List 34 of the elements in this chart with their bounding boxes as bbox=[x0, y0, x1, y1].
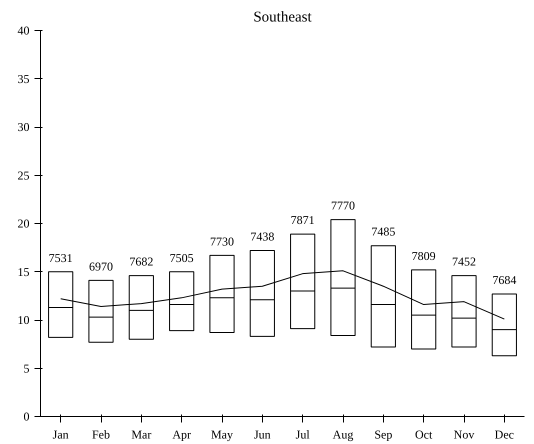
annotation: 7682 bbox=[129, 254, 154, 269]
y-tick-label: 15 bbox=[18, 264, 30, 279]
annotation: 7684 bbox=[492, 272, 516, 287]
x-tick-label: Aug bbox=[332, 428, 354, 442]
annotation: 7505 bbox=[170, 250, 194, 265]
annotation: 7770 bbox=[331, 198, 355, 213]
x-tick-label: Oct bbox=[415, 428, 433, 442]
x-tick-label: Jan bbox=[52, 428, 69, 442]
y-tick-label: 25 bbox=[18, 168, 30, 182]
y-tick-label: 5 bbox=[24, 361, 30, 376]
y-tick-label: 20 bbox=[18, 216, 30, 230]
x-tick-label: Dec bbox=[494, 428, 514, 442]
x-tick-label: Mar bbox=[131, 428, 152, 442]
annotation: 7485 bbox=[371, 224, 396, 239]
x-tick-label: Feb bbox=[92, 428, 110, 442]
y-tick-label: 0 bbox=[24, 410, 30, 424]
annotation: 6970 bbox=[89, 259, 113, 274]
y-tick-label: 40 bbox=[18, 24, 30, 38]
x-tick-label: Jun bbox=[254, 428, 271, 442]
annotation: 7730 bbox=[210, 234, 234, 248]
x-tick-label: Sep bbox=[374, 428, 392, 442]
y-tick-label: 35 bbox=[18, 72, 30, 86]
annotation: 7452 bbox=[452, 254, 476, 269]
x-tick-label: Apr bbox=[172, 428, 192, 442]
x-tick-label: Jul bbox=[296, 428, 310, 442]
y-tick-label: 30 bbox=[18, 120, 30, 134]
x-tick-label: Nov bbox=[454, 428, 474, 442]
x-tick-label: May bbox=[211, 428, 233, 442]
annotation: 7438 bbox=[250, 230, 274, 244]
chart-title: Southeast bbox=[253, 10, 312, 26]
annotation: 7809 bbox=[412, 248, 436, 263]
annotation: 7871 bbox=[290, 213, 315, 228]
y-tick-label: 10 bbox=[18, 313, 30, 327]
annotation: 7531 bbox=[48, 250, 73, 265]
